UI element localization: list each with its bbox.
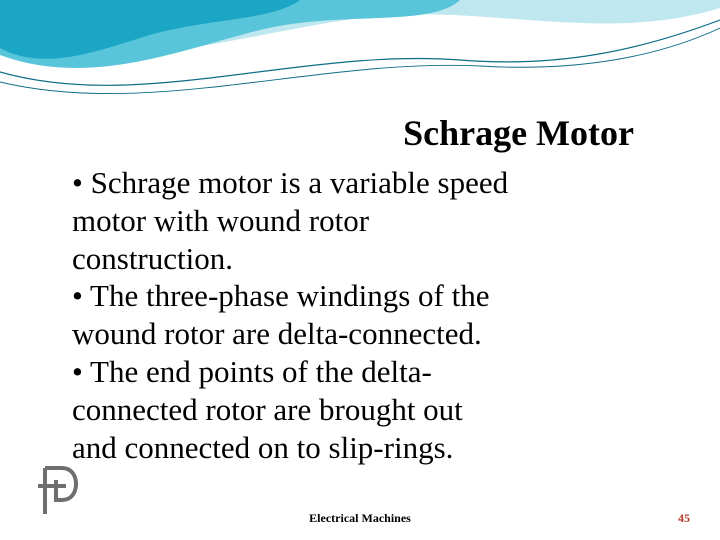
page-number: 45: [678, 511, 690, 526]
body-line: construction.: [72, 240, 650, 278]
body-line: • The end points of the delta-: [72, 353, 650, 391]
body-line: connected rotor are brought out: [72, 391, 650, 429]
body-text-block: • Schrage motor is a variable speed moto…: [72, 164, 650, 467]
wave-light: [0, 0, 720, 55]
footer-logo-icon: [36, 462, 80, 516]
body-line: motor with wound rotor: [72, 202, 650, 240]
body-line: • The three-phase windings of the: [72, 277, 650, 315]
wave-mid: [0, 0, 460, 68]
body-line: • Schrage motor is a variable speed: [72, 164, 650, 202]
footer-title: Electrical Machines: [309, 511, 411, 526]
wave-line-1: [0, 20, 720, 85]
body-line: wound rotor are delta-connected.: [72, 315, 650, 353]
slide-title: Schrage Motor: [403, 112, 634, 154]
wave-line-2: [0, 28, 720, 94]
header-wave-decor: [0, 0, 720, 120]
body-line: and connected on to slip-rings.: [72, 429, 650, 467]
wave-dark: [0, 0, 300, 59]
